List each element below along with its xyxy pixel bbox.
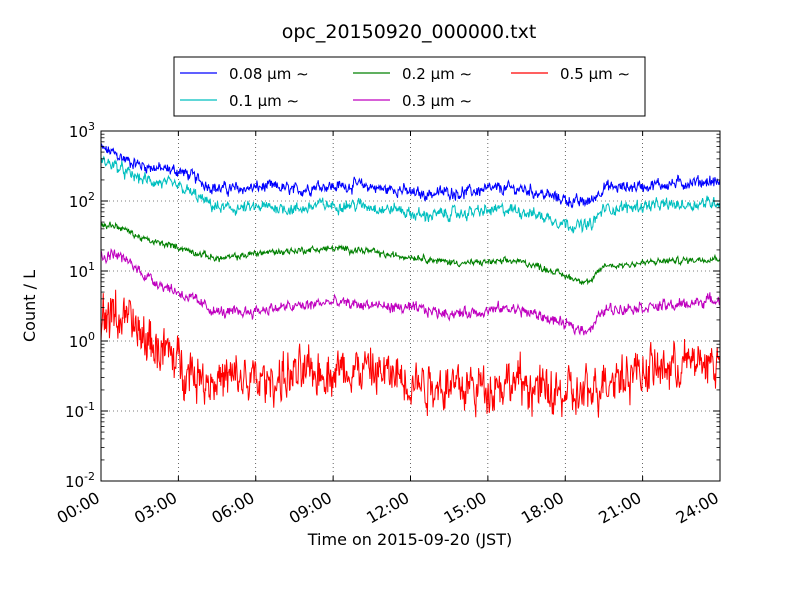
x-tick-label: 24:00 xyxy=(673,488,722,528)
y-tick-label: 103 xyxy=(69,120,95,141)
legend: 0.08 μm ∼ 0.1 μm ∼ 0.2 μm ∼ 0.3 μm ∼ 0.5 μm … xyxy=(173,56,646,117)
series-line xyxy=(100,248,721,336)
plot-lines xyxy=(100,142,721,418)
x-tick-label: 18:00 xyxy=(518,488,567,528)
x-tick-label: 15:00 xyxy=(440,488,489,528)
x-tick-label: 09:00 xyxy=(286,488,335,528)
chart-title: opc_20150920_000000.txt xyxy=(282,21,537,43)
y-tick-label: 10-1 xyxy=(65,400,95,421)
legend-label: 0.5 μm ∼ xyxy=(560,65,630,83)
x-tick-label: 00:00 xyxy=(54,488,103,528)
x-tick-labels: 00:00 03:00 06:00 09:00 12:00 15:00 18:00 21:00… xyxy=(54,488,722,528)
ticks xyxy=(100,130,721,482)
y-tick-labels: 10-2 10-1 100 101 102 103 xyxy=(65,120,95,491)
x-tick-label: 06:00 xyxy=(208,488,257,528)
legend-label: 0.3 μm ∼ xyxy=(402,92,472,110)
series-line xyxy=(100,155,721,234)
x-tick-label: 21:00 xyxy=(595,488,644,528)
legend-label: 0.2 μm ∼ xyxy=(402,65,472,83)
x-axis-label: Time on 2015-09-20 (JST) xyxy=(307,530,512,549)
legend-label: 0.1 μm ∼ xyxy=(229,92,299,110)
series-line xyxy=(100,142,721,209)
y-axis-label: Count / L xyxy=(20,270,39,342)
x-tick-label: 03:00 xyxy=(131,488,180,528)
y-tick-label: 101 xyxy=(69,260,95,281)
series-line xyxy=(100,289,721,418)
y-tick-label: 102 xyxy=(69,190,95,211)
x-tick-label: 12:00 xyxy=(363,488,412,528)
y-tick-label: 100 xyxy=(69,330,95,351)
legend-box xyxy=(173,56,646,117)
series-line xyxy=(100,221,721,286)
y-tick-label: 10-2 xyxy=(65,470,95,491)
legend-label: 0.08 μm ∼ xyxy=(229,65,309,83)
